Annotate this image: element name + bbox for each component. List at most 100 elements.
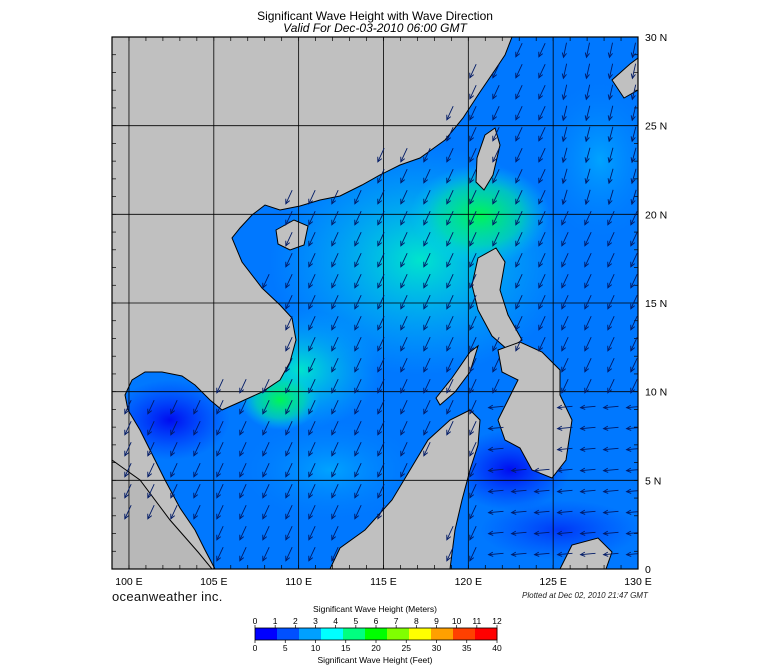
wave-arrow — [446, 232, 454, 247]
wave-arrow — [561, 42, 567, 59]
wave-arrow — [446, 358, 454, 373]
wave-arrow — [377, 316, 385, 331]
wave-arrow — [285, 421, 293, 436]
wave-arrow — [446, 421, 454, 436]
wave-arrow — [377, 190, 385, 205]
wave-arrow — [607, 379, 615, 394]
wave-arrow — [400, 190, 408, 205]
wave-arrow — [331, 316, 339, 331]
wave-arrow — [446, 400, 454, 415]
lat-label: 5 N — [645, 475, 661, 487]
lon-label: 100 E — [115, 576, 142, 588]
wave-arrow — [400, 463, 408, 478]
wave-arrow — [446, 526, 454, 541]
wave-arrow — [469, 316, 477, 331]
wave-arrow — [262, 463, 270, 478]
wave-arrow — [400, 253, 408, 268]
wave-arrow — [423, 211, 431, 226]
wave-arrow — [308, 274, 316, 289]
legend-feet-tick: 15 — [341, 643, 351, 653]
wave-arrow — [515, 337, 523, 352]
wave-arrow — [584, 63, 591, 80]
legend-color-swatch — [255, 628, 278, 640]
wave-arrow — [469, 127, 477, 142]
wave-arrow — [239, 463, 247, 478]
wave-arrow — [331, 337, 339, 352]
wave-arrow — [239, 379, 247, 394]
wave-arrow — [584, 316, 592, 331]
wave-arrow — [354, 442, 362, 457]
wave-arrow — [584, 295, 592, 310]
wave-arrow — [607, 358, 615, 373]
wave-arrow — [515, 127, 523, 142]
wave-arrow — [538, 43, 546, 58]
wave-arrow — [584, 42, 590, 59]
legend-meters-title: Significant Wave Height (Meters) — [313, 604, 437, 614]
wave-arrow — [515, 295, 523, 310]
legend-meters-tick: 10 — [452, 616, 462, 626]
wave-arrow — [262, 400, 270, 415]
wave-arrow — [331, 295, 339, 310]
wave-arrow — [469, 463, 477, 478]
wave-arrow — [331, 358, 339, 373]
wave-arrow — [607, 274, 615, 289]
wave-arrow — [423, 274, 431, 289]
wave-arrow — [469, 211, 477, 226]
wave-arrow — [170, 505, 178, 520]
wave-arrow — [584, 105, 591, 122]
wave-arrow — [625, 425, 638, 431]
wave-arrow — [492, 64, 500, 79]
wave-arrow — [423, 442, 431, 457]
lon-label: 120 E — [455, 576, 482, 588]
legend-feet-tick: 25 — [402, 643, 412, 653]
lon-label: 115 E — [370, 576, 397, 588]
wave-arrow — [377, 274, 385, 289]
wave-arrow — [285, 400, 293, 415]
wave-arrow — [308, 190, 316, 205]
lon-label: 105 E — [200, 576, 227, 588]
wave-arrow — [538, 295, 546, 310]
wave-arrow — [584, 358, 592, 373]
wave-arrow — [515, 232, 523, 247]
legend-color-swatch — [321, 628, 344, 640]
wave-arrow — [469, 85, 477, 100]
legend-feet-tick: 30 — [432, 643, 442, 653]
wave-arrow — [487, 467, 504, 473]
wave-arrow — [602, 404, 619, 410]
wave-arrow — [193, 400, 201, 415]
wave-arrow — [492, 148, 500, 163]
legend-color-swatch — [299, 628, 322, 640]
wave-arrow — [400, 274, 408, 289]
wave-arrow — [630, 316, 638, 331]
wave-arrow — [377, 421, 385, 436]
wave-arrow — [630, 274, 638, 289]
wave-arrow — [561, 274, 569, 289]
lat-label: 30 N — [645, 32, 667, 44]
wave-arrow — [354, 295, 362, 310]
wave-arrow — [556, 425, 573, 431]
wave-arrow — [354, 337, 362, 352]
wave-arrow — [492, 127, 500, 142]
wave-arrow — [285, 442, 293, 457]
legend-color-swatch — [277, 628, 300, 640]
wave-arrow — [561, 63, 568, 80]
wave-arrow — [469, 274, 477, 289]
wave-arrow — [515, 64, 523, 79]
wave-arrow — [354, 232, 362, 247]
wave-arrow — [262, 505, 270, 520]
wave-arrow — [579, 425, 596, 431]
longitude-labels: 100 E 105 E 110 E 115 E 120 E 125 E 130 E — [115, 576, 651, 588]
wave-arrow — [308, 253, 316, 268]
wave-arrow — [377, 169, 385, 184]
wave-arrow — [469, 421, 477, 436]
legend-feet-tick: 0 — [253, 643, 258, 653]
wave-arrow — [285, 505, 293, 520]
wave-arrow — [216, 526, 224, 541]
wave-arrow — [630, 84, 637, 101]
wave-arrow — [285, 547, 293, 562]
wave-arrow — [170, 421, 178, 436]
wave-arrow — [262, 442, 270, 457]
wave-arrow — [561, 84, 568, 101]
wave-arrow — [630, 189, 637, 206]
